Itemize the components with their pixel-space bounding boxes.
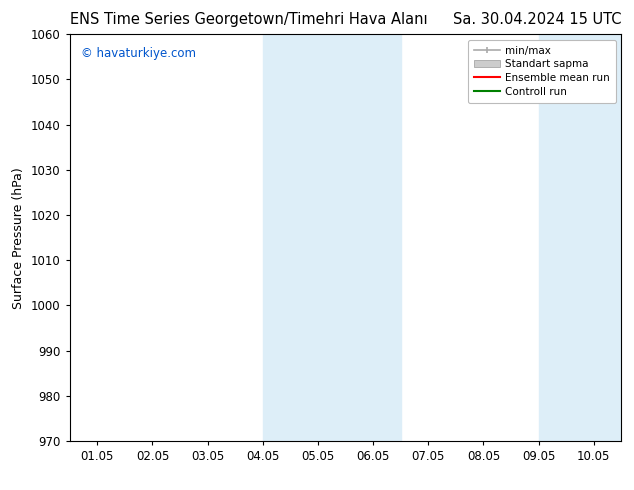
Legend: min/max, Standart sapma, Ensemble mean run, Controll run: min/max, Standart sapma, Ensemble mean r… [468, 40, 616, 103]
Text: © havaturkiye.com: © havaturkiye.com [81, 47, 196, 59]
Y-axis label: Surface Pressure (hPa): Surface Pressure (hPa) [13, 167, 25, 309]
Bar [262, 34, 401, 441]
Text: Sa. 30.04.2024 15 UTC: Sa. 30.04.2024 15 UTC [453, 12, 621, 27]
Text: ENS Time Series Georgetown/Timehri Hava Alanı: ENS Time Series Georgetown/Timehri Hava … [70, 12, 427, 27]
Bar [538, 34, 634, 441]
